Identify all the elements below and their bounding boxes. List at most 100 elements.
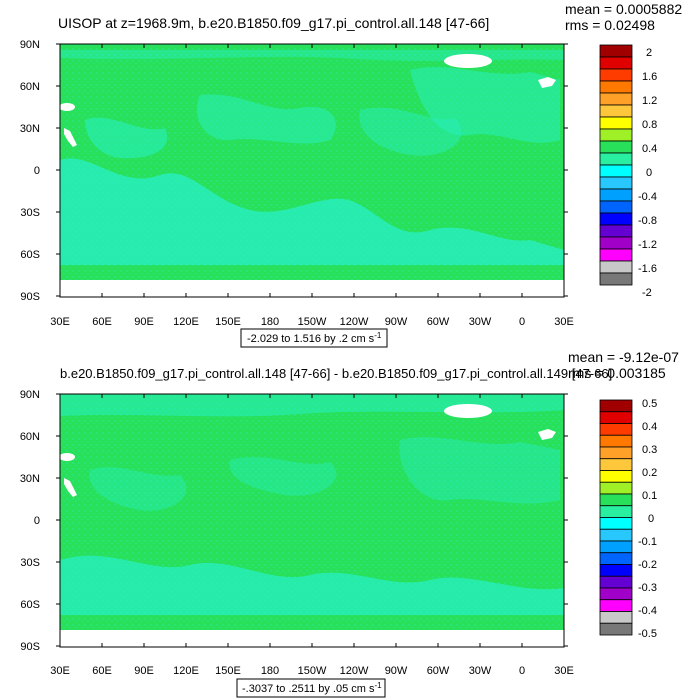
panel-1: UISOP at z=1968.9m, b.e20.B1850.f09_g17.… <box>20 1 682 348</box>
range-text: -2.029 to 1.516 by .2 cm s <box>247 333 375 345</box>
lat-label: 90N <box>20 39 40 51</box>
colorbar-label: 1.2 <box>642 95 657 107</box>
colorbar-box <box>599 470 633 483</box>
colorbar-box <box>599 458 633 471</box>
coast-mask-1 <box>59 453 75 461</box>
colorbar-box <box>599 188 633 202</box>
panel-2: b.e20.B1850.f09_g17.pi_control.all.148 [… <box>20 349 679 698</box>
colorbar-box <box>599 481 633 495</box>
colorbar-box <box>599 587 633 601</box>
colorbar-box <box>599 517 633 530</box>
svg-text:-.3037 to .2511 by .05 cm s-1: -.3037 to .2511 by .05 cm s-1 <box>242 681 382 695</box>
colorbar-2: 0.5 0.4 0.3 0.2 0.1 0 -0.1 -0.2 -0.3 -0.… <box>599 398 657 640</box>
lat-label: 0 <box>34 515 40 527</box>
lon-label: 90E <box>134 665 154 677</box>
colorbar-box <box>599 80 633 94</box>
panel-2-title: b.e20.B1850.f09_g17.pi_control.all.148 [… <box>60 366 612 381</box>
lat-label: 30N <box>20 123 40 135</box>
coast-mask-2 <box>64 478 77 497</box>
lon-label: 30W <box>469 316 492 328</box>
range-box-1: -2.029 to 1.516 by .2 cm s-1 <box>240 328 388 348</box>
colorbar-label: -0.4 <box>638 191 657 203</box>
lon-label: 30E <box>50 316 70 328</box>
colorbar-box <box>599 248 633 262</box>
lat-label: 0 <box>34 165 40 177</box>
lon-label: 0 <box>519 665 525 677</box>
colorbar-label: -1.6 <box>638 263 657 275</box>
lon-label: 180 <box>261 665 279 677</box>
lon-label: 120W <box>340 665 369 677</box>
colorbar-box <box>599 92 633 106</box>
colorbar-box <box>599 411 633 424</box>
svalbard-mask <box>538 77 556 88</box>
svg-text:-2.029 to 1.516 by .2 cm s-1: -2.029 to 1.516 by .2 cm s-1 <box>247 331 382 345</box>
lat-label: 60S <box>20 249 40 261</box>
colorbar-box <box>599 564 633 577</box>
lon-label: 90W <box>385 316 408 328</box>
colorbar-box <box>599 399 633 413</box>
land-masks <box>59 54 564 297</box>
lon-label: 150W <box>298 316 327 328</box>
colorbar-box <box>599 505 633 518</box>
colorbar-box <box>599 611 633 624</box>
colorbar-box <box>599 493 633 507</box>
colorbar-box <box>599 423 633 436</box>
colorbar-box <box>599 56 633 70</box>
colorbar-box <box>599 622 633 636</box>
colorbar-label: 0.5 <box>642 398 657 410</box>
colorbar-label: 1.6 <box>642 71 657 83</box>
lon-label: 90W <box>385 665 408 677</box>
colorbar-box <box>599 272 633 286</box>
colorbar-label: -0.2 <box>638 559 657 571</box>
anomaly-patches <box>60 394 564 615</box>
panel-1-rms: rms = 0.02498 <box>565 17 655 33</box>
lat-axis-2: 90N 60N 30N 0 30S 60S 90S <box>20 389 40 653</box>
svalbard-mask <box>538 429 556 440</box>
range-sup: -1 <box>374 681 382 690</box>
panel-1-title: UISOP at z=1968.9m, b.e20.B1850.f09_g17.… <box>58 15 489 31</box>
antarctic-mask <box>60 630 564 647</box>
colorbar-box <box>599 212 633 226</box>
colorbar-label: -0.3 <box>638 582 657 594</box>
colorbar-box <box>599 528 633 542</box>
colorbar-label: -0.8 <box>638 215 657 227</box>
lon-label: 150E <box>215 316 241 328</box>
lon-axis-2: 30E 60E 90E 120E 150E 180 150W 120W 90W … <box>50 665 574 677</box>
colorbar-box <box>599 140 633 154</box>
colorbar-label: 0.1 <box>642 490 657 502</box>
colorbar-box <box>599 176 633 190</box>
colorbar-label: 0.2 <box>642 467 657 479</box>
colorbar-label: 0 <box>646 167 652 179</box>
colorbar-box <box>599 599 633 612</box>
colorbar-label: 0.4 <box>642 143 657 155</box>
lat-axis-1: 90N 60N 30N 0 30S 60S 90S <box>20 39 40 303</box>
lon-label: 30W <box>469 665 492 677</box>
colorbar-label: 0.4 <box>642 421 657 433</box>
colorbar-label: 0.3 <box>642 444 657 456</box>
colorbar-box <box>599 224 633 238</box>
colorbar-label: -1.2 <box>638 239 657 251</box>
greenland-mask <box>444 404 492 418</box>
colorbar-1: 2 1.6 1.2 0.8 0.4 0 -0.4 -0.8 -1.2 -1.6 … <box>599 44 657 299</box>
panel-1-mean: mean = 0.0005882 <box>565 1 682 17</box>
anomaly-patches <box>60 50 564 265</box>
lon-label: 180 <box>261 316 279 328</box>
lon-label: 60W <box>427 316 450 328</box>
colorbar-labels-2: 0.5 0.4 0.3 0.2 0.1 0 -0.1 -0.2 -0.3 -0.… <box>638 398 657 640</box>
lat-label: 60N <box>20 81 40 93</box>
lat-label: 30N <box>20 473 40 485</box>
axis-ticks <box>56 393 568 647</box>
lat-label: 90S <box>20 291 40 303</box>
colorbar-box <box>599 44 633 58</box>
lat-label: 30S <box>20 207 40 219</box>
lon-label: 90E <box>134 316 154 328</box>
land-masks <box>59 404 564 647</box>
lon-label: 120E <box>173 316 199 328</box>
colorbar-box <box>599 128 633 142</box>
colorbar-box <box>599 104 633 118</box>
colorbar-box <box>599 200 633 214</box>
range-box-2: -.3037 to .2511 by .05 cm s-1 <box>236 678 386 698</box>
lon-label: 150E <box>215 665 241 677</box>
axis-ticks <box>56 43 568 297</box>
colorbar-box <box>599 446 633 460</box>
